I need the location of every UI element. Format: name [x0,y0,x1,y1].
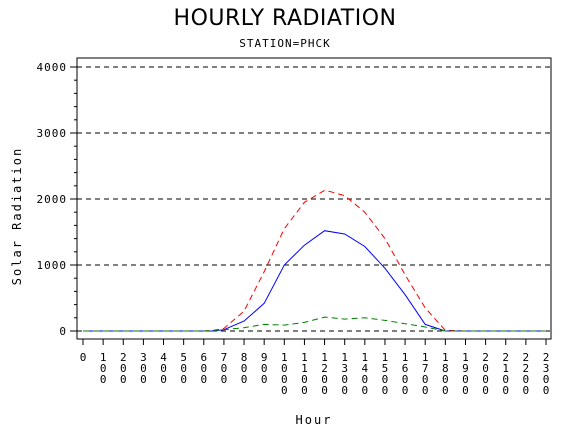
x-tick-label-0: 0 [80,351,87,364]
series-line-3 [83,316,546,332]
y-axis-ticks: 0 1000 2000 3000 4000 [37,61,77,338]
series-line-2 [83,230,546,332]
chart-subtitle: STATION=PHCK [239,37,331,50]
x-axis-label: Hour [296,413,333,427]
y-tick-label-4000: 4000 [37,61,68,74]
y-tick-label-0: 0 [59,325,67,338]
y-axis-label: Solar Radiation [10,147,24,285]
chart-title: HOURLY RADIATION [173,6,397,31]
y-tick-label-3000: 3000 [37,127,68,140]
series-line-1 [83,189,546,332]
x-axis-ticks: 0 1 0 0 2 0 0 3 0 0 4 0 0 5 0 0 6 0 0 7 0 0 8 0 0 9 0 0 1 0 0 0 1 1 0 0 1 2 0 0… [80,339,550,397]
series-lines [83,189,546,332]
grid-lines [77,66,551,332]
y-tick-label-1000: 1000 [37,259,68,272]
y-tick-label-2000: 2000 [37,193,68,206]
